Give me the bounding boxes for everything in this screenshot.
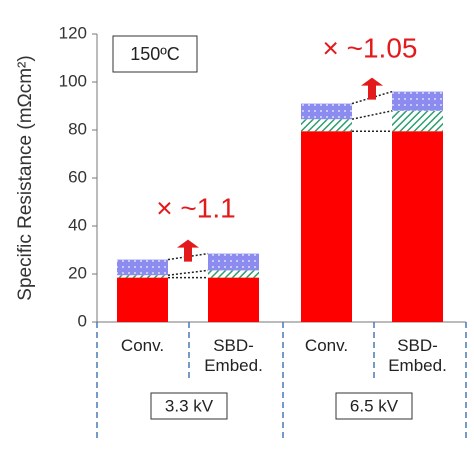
connector	[167, 269, 209, 276]
x-tick-label: SBD- Embed.	[388, 336, 447, 375]
group-label: 6.5 kV	[350, 396, 399, 415]
bar-segment	[301, 119, 352, 132]
annotation: × ~1.05	[323, 32, 418, 63]
y-tick-label: 60	[68, 167, 87, 186]
arrow	[177, 239, 199, 262]
y-tick-label: 100	[59, 71, 87, 90]
annotation-box	[112, 35, 198, 73]
y-tick-label: 20	[68, 263, 87, 282]
bar-segment	[208, 277, 259, 322]
bar-segment	[301, 103, 352, 120]
bar-segment	[117, 259, 168, 276]
annotation: × ~1.1	[156, 192, 235, 223]
bar-segment	[208, 270, 259, 278]
y-tick-label: 120	[59, 23, 87, 42]
group-label: 3.3 kV	[165, 396, 214, 415]
group-box	[335, 392, 413, 420]
arrow	[361, 77, 383, 100]
x-tick-label: Conv.	[120, 336, 165, 355]
bar-segment	[392, 131, 443, 322]
y-tick-label: 0	[78, 311, 87, 330]
group-box	[150, 392, 228, 420]
bar-segment	[301, 131, 352, 322]
bar-segment	[392, 91, 443, 111]
annotation: 150ºC	[130, 44, 180, 64]
bar-segment	[117, 275, 168, 278]
bar-segment	[208, 253, 259, 271]
connector	[351, 110, 393, 120]
bar-segment	[117, 277, 168, 322]
y-tick-label: 80	[68, 119, 87, 138]
x-tick-label: Conv.	[304, 336, 349, 355]
x-tick-label: SBD- Embed.	[204, 336, 263, 375]
bar-segment	[392, 110, 443, 132]
y-axis-label: Specific Resistance (mΩcm²)	[15, 55, 36, 300]
y-tick-label: 40	[68, 215, 87, 234]
